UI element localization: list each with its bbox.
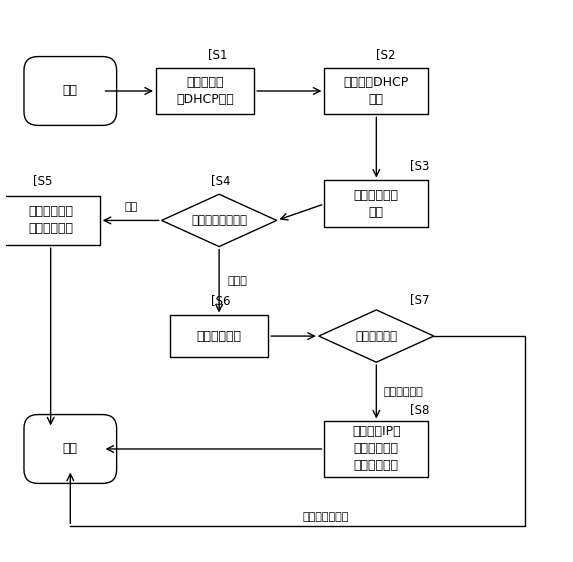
FancyBboxPatch shape [2, 196, 100, 245]
Text: 不存在: 不存在 [227, 276, 248, 286]
Text: 开始: 开始 [63, 84, 78, 97]
Text: [S5: [S5 [33, 174, 52, 187]
Text: 服务收到DHCP
请求: 服务收到DHCP 请求 [344, 76, 409, 106]
FancyBboxPatch shape [24, 415, 117, 483]
Text: 进行策略对应
查询: 进行策略对应 查询 [354, 189, 399, 219]
Text: [S4: [S4 [211, 174, 230, 187]
Text: [S3: [S3 [410, 160, 429, 173]
Text: 判断参数设定: 判断参数设定 [355, 329, 397, 343]
FancyBboxPatch shape [170, 315, 268, 357]
Text: [S2: [S2 [376, 48, 396, 61]
Text: 使用最小IP地
址下发，并保
存此对应策略: 使用最小IP地 址下发，并保 存此对应策略 [352, 425, 401, 473]
Polygon shape [319, 310, 434, 362]
Text: 终端入网发
起DHCP请求: 终端入网发 起DHCP请求 [176, 76, 234, 106]
Text: 查询参数设定: 查询参数设定 [197, 329, 242, 343]
Text: [S1: [S1 [208, 48, 227, 61]
Text: 结束: 结束 [63, 442, 78, 455]
Text: 提供地址服务: 提供地址服务 [383, 387, 423, 397]
Text: 依据对应策略
进行地址下发: 依据对应策略 进行地址下发 [28, 206, 73, 235]
FancyBboxPatch shape [324, 180, 428, 227]
FancyBboxPatch shape [324, 67, 428, 115]
Text: [S6: [S6 [211, 294, 230, 307]
Text: [S8: [S8 [410, 403, 429, 416]
FancyBboxPatch shape [324, 422, 428, 477]
Text: 是否存在对应策略: 是否存在对应策略 [191, 214, 247, 227]
Text: 存在: 存在 [124, 202, 138, 212]
FancyBboxPatch shape [24, 57, 117, 125]
FancyBboxPatch shape [156, 67, 254, 115]
Text: [S7: [S7 [410, 293, 430, 306]
Text: 不提供地址服务: 不提供地址服务 [303, 511, 349, 522]
Polygon shape [162, 194, 277, 247]
